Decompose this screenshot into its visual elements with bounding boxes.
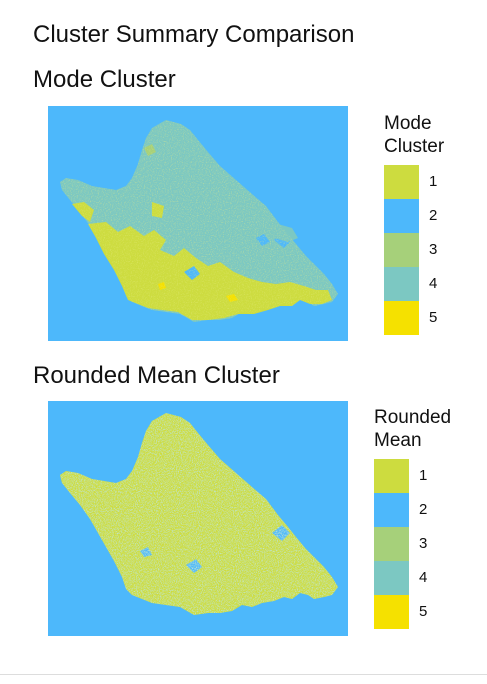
legend-swatch (374, 561, 409, 595)
legend-label: 3 (419, 535, 428, 552)
legend-label: 3 (429, 241, 438, 258)
legend-title-line: Mode (384, 113, 432, 134)
legend-title: Rounded Mean (374, 406, 451, 452)
legend-label: 4 (419, 569, 428, 586)
legend-swatch (384, 267, 419, 301)
legend-swatch (374, 595, 409, 629)
mode-cluster-legend: Mode Cluster 1 2 3 4 5 (384, 112, 444, 335)
legend-item: 1 (374, 459, 451, 493)
legend-item: 3 (374, 527, 451, 561)
legend-swatch (384, 165, 419, 199)
legend-swatch (374, 527, 409, 561)
legend-title-line: Cluster (384, 136, 445, 157)
legend-item: 2 (384, 199, 444, 233)
legend-label: 5 (419, 603, 428, 620)
bottom-divider (0, 674, 487, 675)
legend-label: 2 (429, 207, 438, 224)
legend-label: 5 (429, 309, 438, 326)
legend-swatch (374, 459, 409, 493)
legend-title-line: Rounded (374, 407, 452, 428)
legend-title-line: Mean (374, 430, 422, 451)
legend-item: 4 (374, 561, 451, 595)
legend-label: 1 (429, 173, 438, 190)
legend-title: Mode Cluster (384, 112, 444, 158)
legend-swatch (384, 301, 419, 335)
page-title: Cluster Summary Comparison (33, 21, 355, 48)
legend-item: 1 (384, 165, 444, 199)
legend-item: 3 (384, 233, 444, 267)
legend-item: 5 (384, 301, 444, 335)
legend-item: 4 (384, 267, 444, 301)
legend-item: 5 (374, 595, 451, 629)
legend-swatch (374, 493, 409, 527)
legend-label: 2 (419, 501, 428, 518)
rounded-mean-cluster-title: Rounded Mean Cluster (33, 362, 280, 389)
rounded-mean-legend: Rounded Mean 1 2 3 4 5 (374, 406, 451, 629)
mode-cluster-title: Mode Cluster (33, 66, 176, 93)
legend-item: 2 (374, 493, 451, 527)
legend-swatch (384, 233, 419, 267)
legend-swatch (384, 199, 419, 233)
mode-cluster-map (48, 106, 348, 341)
legend-label: 4 (429, 275, 438, 292)
rounded-mean-cluster-map (48, 401, 348, 636)
legend-label: 1 (419, 467, 428, 484)
